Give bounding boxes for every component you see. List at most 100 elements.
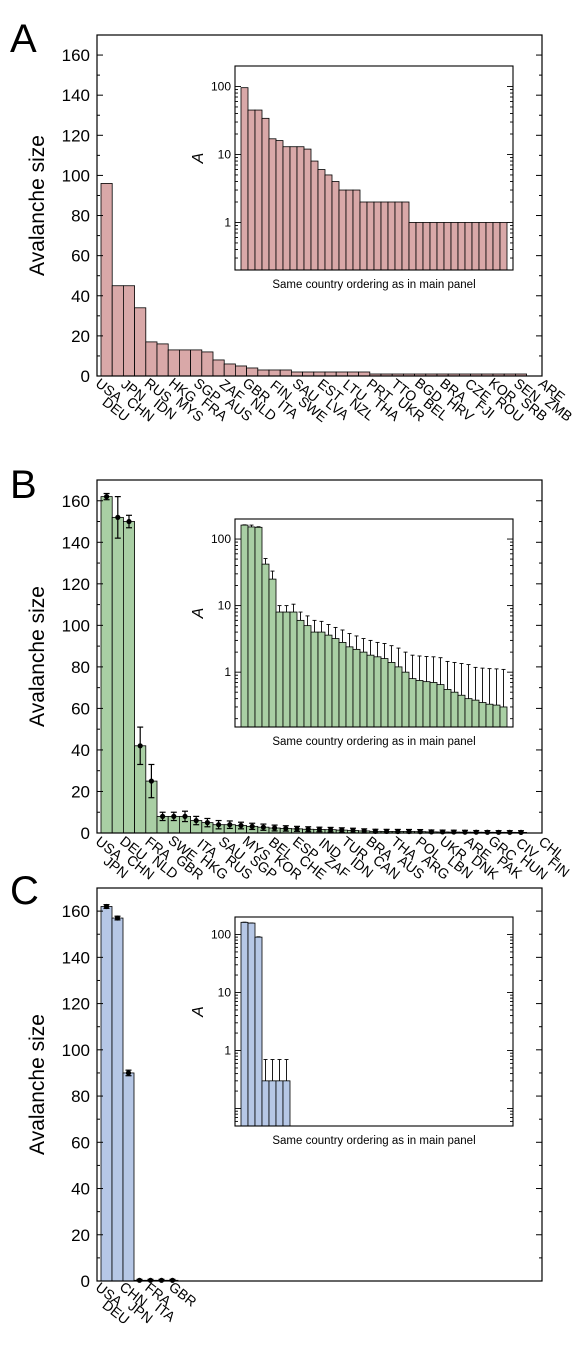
- data-point: [136, 1277, 143, 1283]
- inset-bar: [366, 201, 375, 271]
- bar: [257, 369, 270, 377]
- inset-bar: [324, 174, 333, 271]
- x-category-label: IDN: [348, 853, 377, 880]
- data-point: [104, 494, 110, 500]
- inset-x-axis-label: Same country ordering as in main panel: [272, 279, 475, 291]
- data-point: [496, 829, 502, 835]
- bar: [313, 371, 326, 377]
- inset-bar: [268, 1080, 277, 1127]
- data-point: [160, 813, 166, 819]
- inset-bar: [247, 109, 256, 271]
- inset-x-axis-label: Same country ordering as in main panel: [272, 1135, 475, 1147]
- inset-bar: [254, 109, 263, 271]
- bar: [346, 371, 359, 377]
- y-tick-label: 0: [81, 1272, 90, 1291]
- inset-bar: [443, 222, 452, 271]
- y-tick-label: 160: [62, 46, 90, 65]
- x-category-label: FRA: [199, 394, 231, 424]
- inset-y-tick-label: 10: [218, 147, 232, 161]
- inset-bar: [254, 936, 263, 1127]
- inset-bar: [499, 706, 508, 728]
- data-point: [115, 514, 121, 520]
- y-tick-label: 140: [62, 533, 90, 552]
- inset-bar: [310, 631, 319, 728]
- x-category-label: GBR: [166, 1278, 200, 1309]
- bar: [122, 1072, 135, 1282]
- data-point: [440, 829, 446, 835]
- inset-bar: [380, 658, 389, 728]
- bar: [156, 343, 169, 377]
- x-category-label: ITA: [152, 1299, 179, 1325]
- data-point: [182, 813, 188, 819]
- inset-bar: [457, 222, 466, 271]
- inset-bar: [331, 638, 340, 728]
- x-category-label: AUS: [395, 852, 428, 882]
- inset-y-tick-label: 1: [224, 1044, 231, 1058]
- bar: [178, 349, 191, 377]
- y-tick-label: 120: [62, 575, 90, 594]
- bar: [111, 516, 124, 834]
- bar: [100, 906, 113, 1282]
- inset-bar: [380, 201, 389, 271]
- data-point: [193, 817, 199, 824]
- x-category-label: FIN: [267, 377, 295, 403]
- inset-bar: [401, 201, 410, 271]
- inset-bar: [485, 703, 494, 728]
- inset-y-tick-label: 1: [224, 215, 231, 229]
- inset-bar: [408, 678, 417, 728]
- inset-bar: [303, 625, 312, 728]
- y-tick-label: 120: [62, 995, 90, 1014]
- x-category-label: PAK: [494, 852, 526, 882]
- inset-bar: [268, 578, 277, 728]
- inset-bar: [282, 1080, 291, 1127]
- inset-bar: [303, 148, 312, 271]
- inset-bar: [282, 146, 291, 271]
- inset-bar: [471, 222, 480, 271]
- inset-y-tick-label: 100: [211, 79, 231, 93]
- inset-frame: [234, 518, 514, 728]
- x-category-label: THA: [371, 394, 403, 424]
- inset-bar: [247, 922, 256, 1127]
- inset-y-tick-label: 100: [211, 532, 231, 546]
- x-category-label: NLD: [149, 852, 181, 882]
- inset-bar: [345, 189, 354, 271]
- x-category-label: DEU: [100, 1297, 133, 1328]
- data-point: [518, 829, 524, 835]
- inset-bar: [415, 680, 424, 728]
- data-point: [283, 825, 289, 832]
- x-category-label: ZAF: [322, 853, 353, 882]
- x-category-label: LBN: [445, 852, 476, 881]
- bar: [190, 349, 203, 377]
- inset-bar: [240, 921, 249, 1127]
- data-point: [171, 813, 177, 819]
- bar: [201, 351, 214, 377]
- bar: [134, 307, 147, 377]
- inset-bar: [499, 222, 508, 271]
- data-point: [204, 820, 210, 826]
- inset-y-axis-label: A: [190, 608, 207, 620]
- data-point: [249, 823, 255, 829]
- data-point: [125, 1070, 132, 1076]
- x-category-label: BEL: [421, 395, 452, 424]
- bar: [234, 365, 247, 377]
- y-tick-label: 40: [71, 1180, 90, 1199]
- data-point: [147, 1277, 154, 1283]
- inset-bar: [373, 201, 382, 271]
- x-category-label: RUS: [223, 852, 256, 883]
- inset-bar: [289, 611, 298, 728]
- y-axis-label: Avalanche size: [26, 1014, 49, 1155]
- bar: [123, 285, 136, 377]
- inset-bar: [373, 656, 382, 728]
- bar: [302, 371, 315, 377]
- inset-bar: [359, 201, 368, 271]
- inset-panel: 1 10 100 A Same country ordering as in main …: [190, 65, 514, 291]
- y-axis-label: Avalanche size: [26, 135, 49, 276]
- data-point: [294, 826, 300, 832]
- y-tick-label: 120: [62, 126, 90, 145]
- inset-bar: [296, 619, 305, 728]
- panel-letter: B: [10, 463, 37, 507]
- inset-bar: [387, 662, 396, 728]
- inset-bar: [317, 631, 326, 728]
